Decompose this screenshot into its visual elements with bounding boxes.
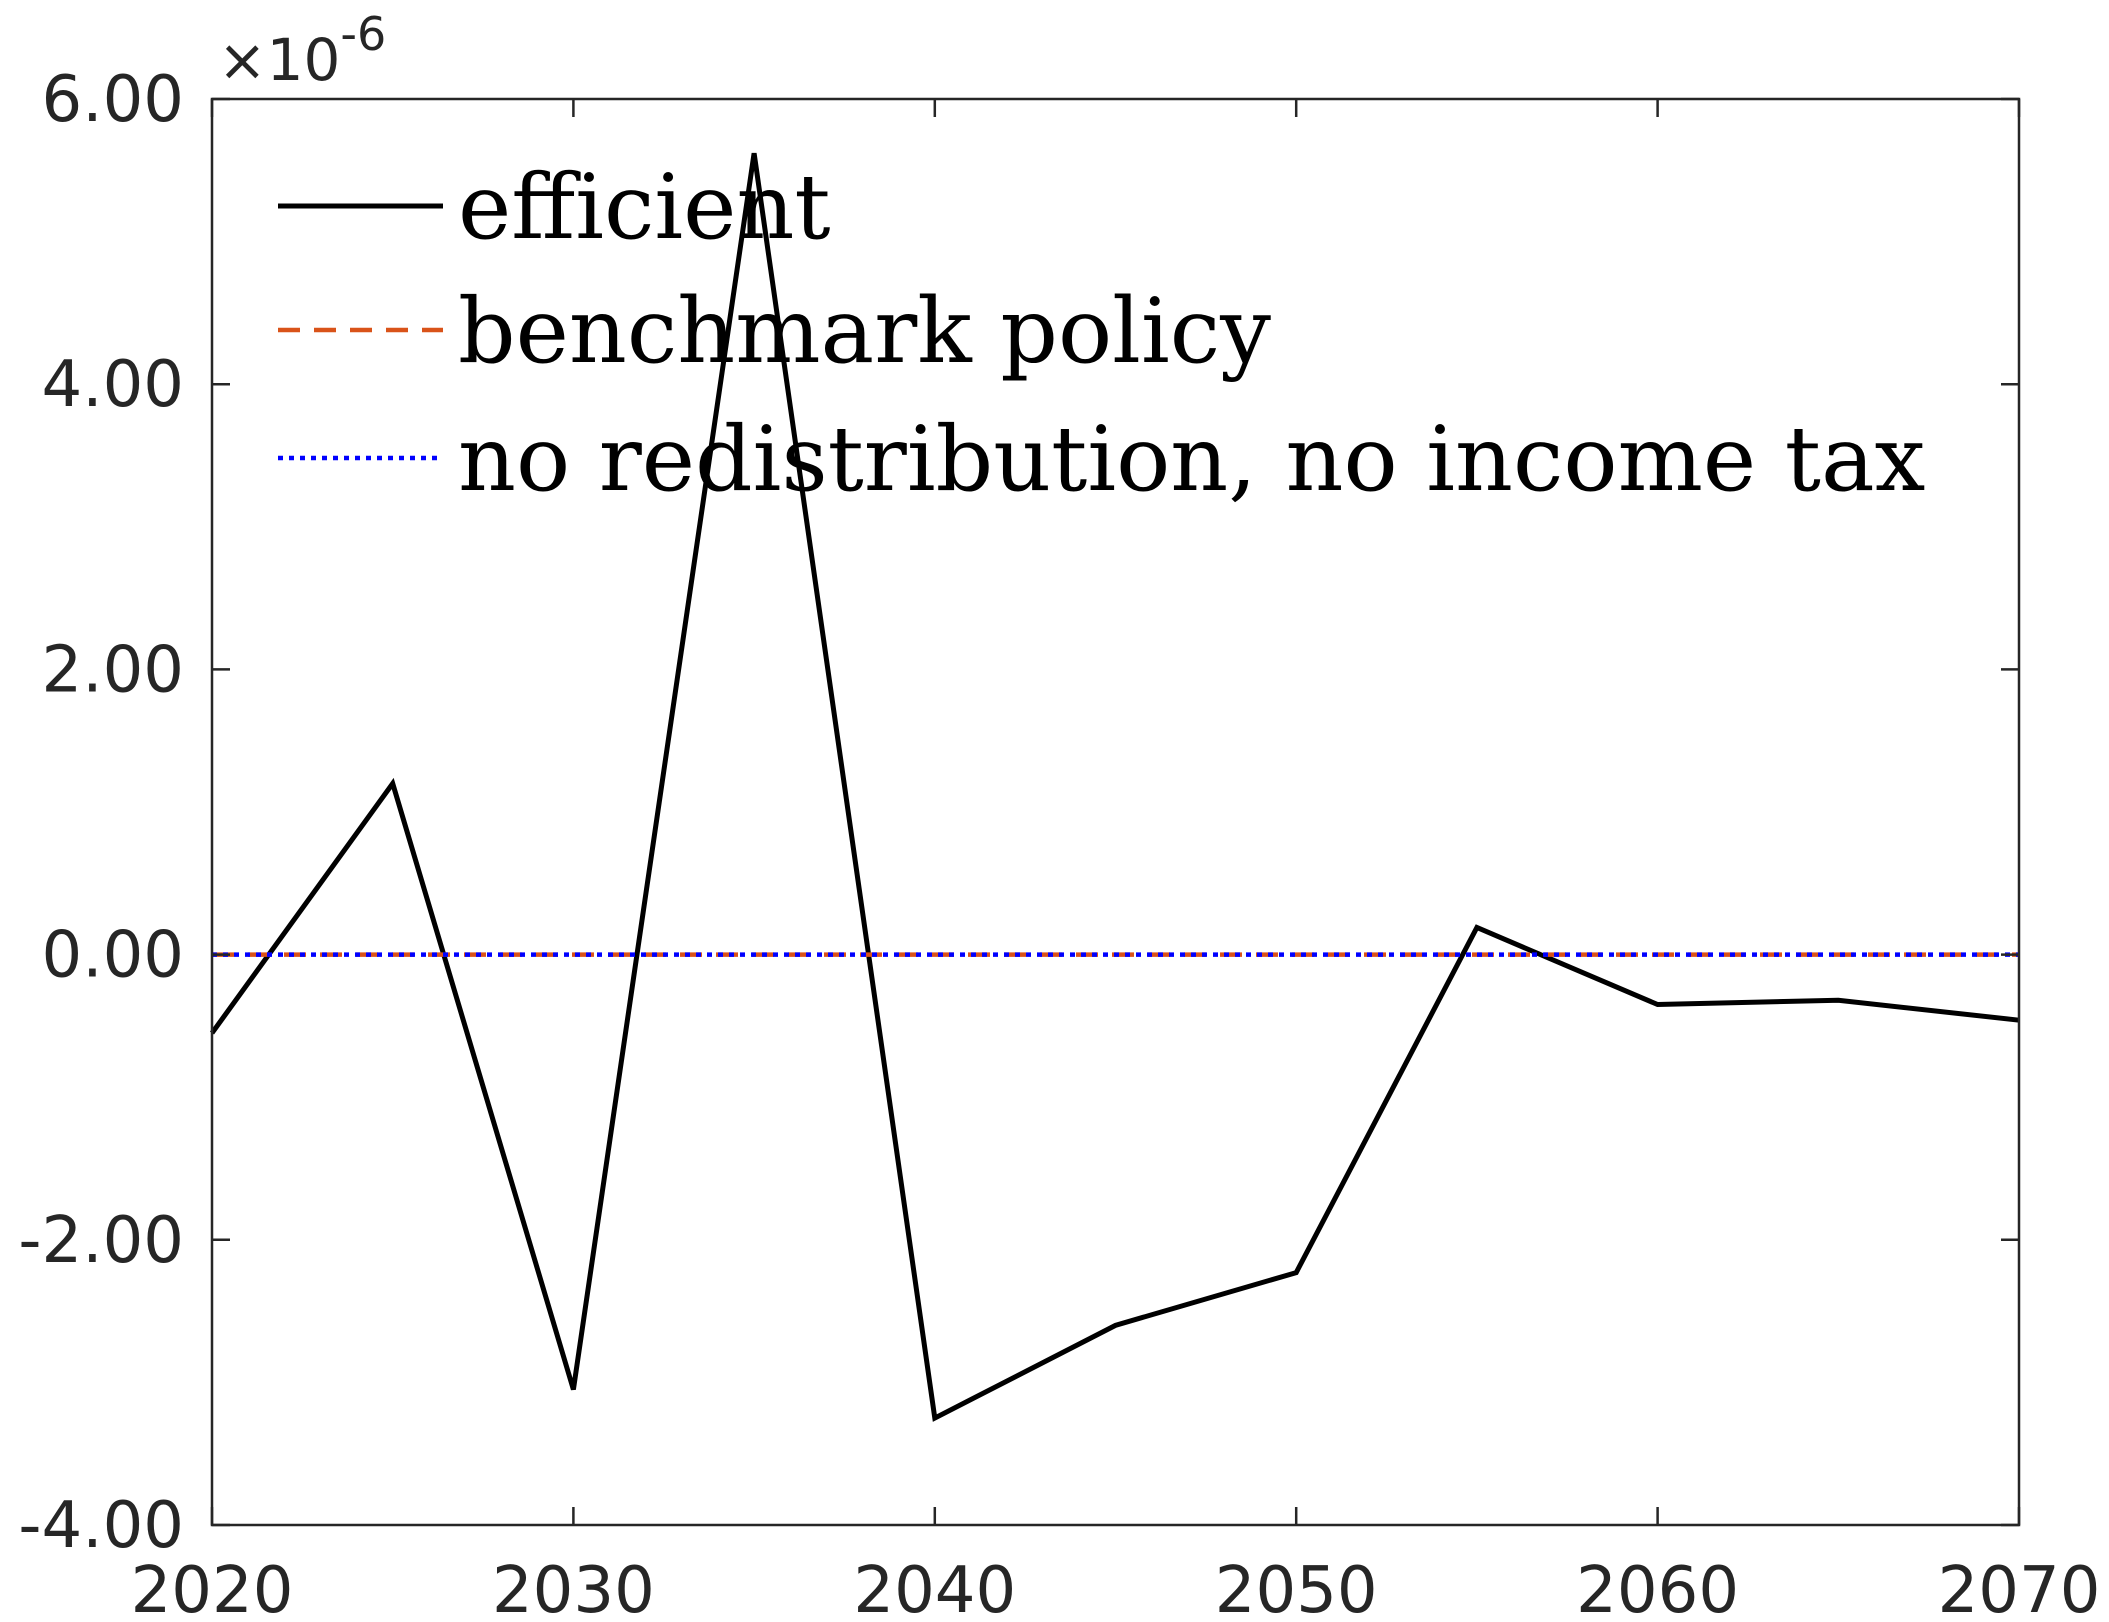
y-tick-label: -4.00 [18,1489,184,1563]
series-layer [209,152,2020,1422]
y-tick-label: 2.00 [42,633,185,707]
x-tick-label: 2070 [1938,1554,2101,1622]
x-tick-label: 2060 [1576,1554,1739,1622]
y-axis-multiplier-exponent: -6 [340,7,386,61]
plot-frame [210,97,2021,1527]
y-axis-multiplier: ×10-6 [218,7,386,94]
x-tick-label: 2040 [853,1554,1016,1622]
legend: efficient benchmark policy no redistributi… [278,155,1925,512]
x-tick-labels: 2020 2030 2040 2050 2060 2070 [131,1554,2101,1622]
y-tick-labels: -4.00 -2.00 0.00 2.00 4.00 6.00 [18,63,184,1563]
x-tick-label: 2050 [1215,1554,1378,1622]
y-tick-label: -2.00 [18,1204,184,1278]
legend-label: no redistribution, no income tax [458,407,1925,512]
y-tick-label: 0.00 [42,919,185,993]
y-tick-label: 6.00 [42,63,185,137]
y-tick-label: 4.00 [42,348,185,422]
legend-label: efficient [458,155,831,260]
series-line-efficient [209,152,2020,1422]
y-axis-multiplier-base: ×10 [218,26,340,94]
legend-label: benchmark policy [458,279,1271,384]
x-tick-label: 2020 [131,1554,294,1622]
x-tick-label: 2030 [492,1554,655,1622]
ticks-layer [210,97,2021,1527]
